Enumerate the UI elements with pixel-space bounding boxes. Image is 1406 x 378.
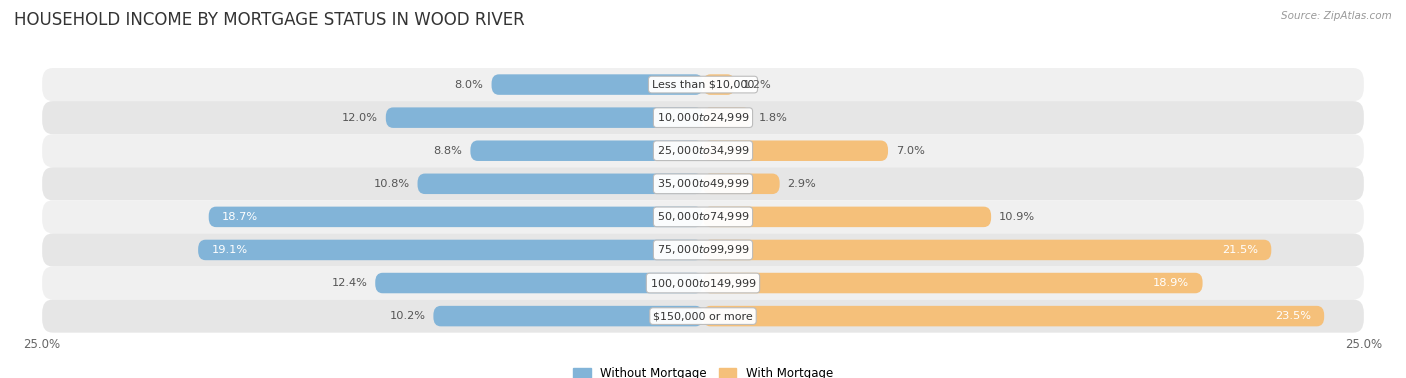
Text: 2.9%: 2.9%: [787, 179, 817, 189]
Text: 1.2%: 1.2%: [742, 80, 772, 90]
Text: 12.4%: 12.4%: [332, 278, 367, 288]
FancyBboxPatch shape: [703, 306, 1324, 326]
FancyBboxPatch shape: [703, 107, 751, 128]
FancyBboxPatch shape: [703, 74, 735, 95]
FancyBboxPatch shape: [208, 207, 703, 227]
FancyBboxPatch shape: [42, 134, 1364, 167]
FancyBboxPatch shape: [198, 240, 703, 260]
Legend: Without Mortgage, With Mortgage: Without Mortgage, With Mortgage: [568, 363, 838, 378]
Text: 23.5%: 23.5%: [1275, 311, 1310, 321]
FancyBboxPatch shape: [492, 74, 703, 95]
Text: $150,000 or more: $150,000 or more: [654, 311, 752, 321]
Text: $75,000 to $99,999: $75,000 to $99,999: [657, 243, 749, 256]
FancyBboxPatch shape: [42, 266, 1364, 299]
FancyBboxPatch shape: [703, 207, 991, 227]
FancyBboxPatch shape: [42, 299, 1364, 333]
FancyBboxPatch shape: [703, 273, 1202, 293]
FancyBboxPatch shape: [703, 174, 780, 194]
FancyBboxPatch shape: [385, 107, 703, 128]
FancyBboxPatch shape: [375, 273, 703, 293]
FancyBboxPatch shape: [471, 141, 703, 161]
Text: 1.8%: 1.8%: [758, 113, 787, 122]
Text: 19.1%: 19.1%: [211, 245, 247, 255]
FancyBboxPatch shape: [433, 306, 703, 326]
Text: 10.9%: 10.9%: [1000, 212, 1035, 222]
FancyBboxPatch shape: [42, 68, 1364, 101]
Text: 8.8%: 8.8%: [433, 146, 463, 156]
Text: 18.7%: 18.7%: [222, 212, 259, 222]
FancyBboxPatch shape: [703, 240, 1271, 260]
Text: HOUSEHOLD INCOME BY MORTGAGE STATUS IN WOOD RIVER: HOUSEHOLD INCOME BY MORTGAGE STATUS IN W…: [14, 11, 524, 29]
Text: $35,000 to $49,999: $35,000 to $49,999: [657, 177, 749, 190]
Text: 12.0%: 12.0%: [342, 113, 378, 122]
Text: 10.2%: 10.2%: [389, 311, 426, 321]
Text: $10,000 to $24,999: $10,000 to $24,999: [657, 111, 749, 124]
FancyBboxPatch shape: [42, 200, 1364, 234]
FancyBboxPatch shape: [418, 174, 703, 194]
FancyBboxPatch shape: [42, 101, 1364, 134]
Text: 8.0%: 8.0%: [454, 80, 484, 90]
Text: Less than $10,000: Less than $10,000: [652, 80, 754, 90]
Text: $50,000 to $74,999: $50,000 to $74,999: [657, 211, 749, 223]
FancyBboxPatch shape: [42, 167, 1364, 200]
Text: $100,000 to $149,999: $100,000 to $149,999: [650, 277, 756, 290]
Text: 7.0%: 7.0%: [896, 146, 925, 156]
Text: 18.9%: 18.9%: [1153, 278, 1189, 288]
FancyBboxPatch shape: [703, 141, 889, 161]
Text: 10.8%: 10.8%: [374, 179, 409, 189]
FancyBboxPatch shape: [42, 234, 1364, 266]
Text: Source: ZipAtlas.com: Source: ZipAtlas.com: [1281, 11, 1392, 21]
Text: $25,000 to $34,999: $25,000 to $34,999: [657, 144, 749, 157]
Text: 21.5%: 21.5%: [1222, 245, 1258, 255]
